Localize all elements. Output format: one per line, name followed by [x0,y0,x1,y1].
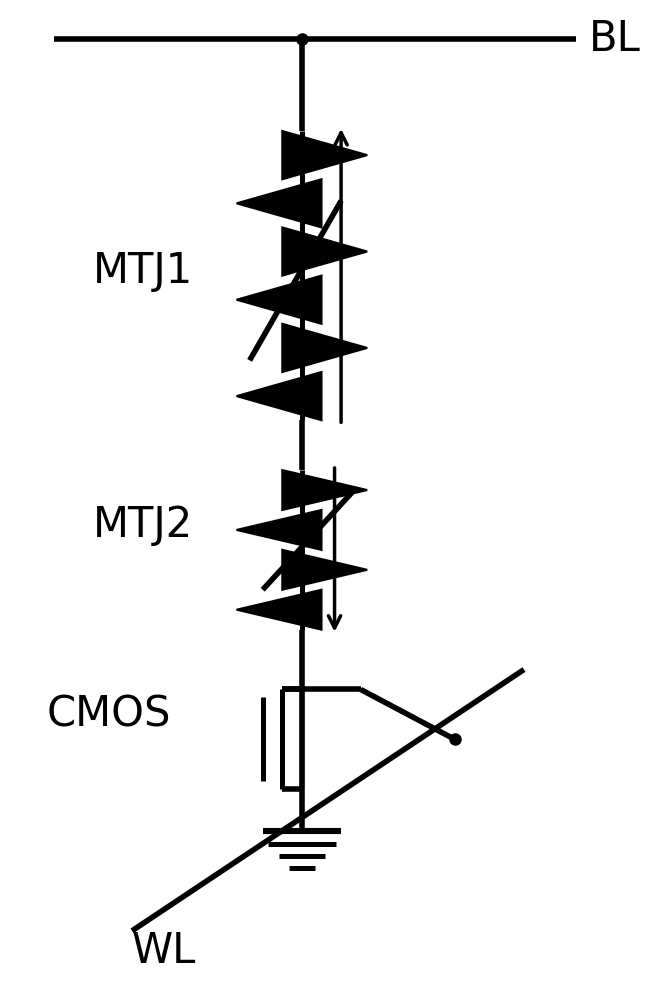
Text: MTJ1: MTJ1 [93,250,193,292]
Polygon shape [283,324,367,372]
Text: MTJ2: MTJ2 [93,504,193,546]
Polygon shape [237,372,321,420]
Text: WL: WL [132,930,196,972]
Polygon shape [237,590,321,630]
Polygon shape [283,131,367,179]
Polygon shape [237,179,321,227]
Polygon shape [237,276,321,324]
Polygon shape [283,550,367,590]
Polygon shape [237,510,321,550]
Polygon shape [283,470,367,510]
Text: BL: BL [589,18,641,60]
Polygon shape [283,227,367,276]
Text: CMOS: CMOS [47,693,171,735]
